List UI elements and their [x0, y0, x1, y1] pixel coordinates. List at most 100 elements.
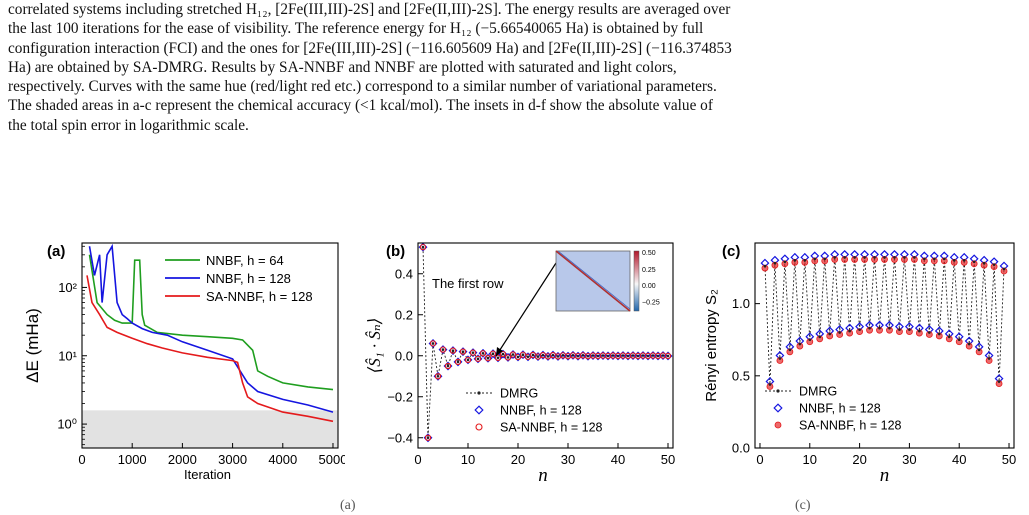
y-tick-label: 10⁰	[57, 417, 77, 432]
dmrg-point	[481, 351, 485, 355]
caption-line: configuration interaction (FCI) and the …	[8, 39, 732, 57]
dmrg-point	[903, 256, 906, 259]
sannbf-point	[484, 355, 492, 362]
caption-line: Ha) are obtained by SA-DMRG. Results by …	[8, 58, 677, 76]
dmrg-point	[616, 354, 620, 358]
y-tick-label: 10¹	[58, 348, 77, 363]
dmrg-point	[451, 349, 455, 352]
sannbf-point	[464, 356, 472, 363]
dmrg-point	[466, 358, 470, 362]
dmrg-point	[581, 354, 585, 357]
dmrg-point	[636, 354, 640, 358]
dmrg-point	[596, 354, 600, 358]
x-tick-label: 40	[611, 452, 625, 467]
dmrg-point	[972, 260, 976, 264]
legend-swatch	[773, 403, 783, 413]
sannbf-point	[479, 350, 487, 357]
chart-panel-c: 0 10 20 30 40 50 0.0 0.5 1.0 n Rényi entropy S₂ (c)…	[703, 242, 1016, 486]
dmrg-point	[937, 332, 941, 336]
legend-swatch	[776, 389, 780, 393]
sannbf-point	[454, 358, 462, 366]
dmrg-point	[788, 348, 792, 352]
caption-line: The shaded areas in a-c represent the ch…	[8, 97, 713, 115]
dmrg-point	[431, 342, 435, 345]
dmrg-point	[611, 354, 615, 357]
legend-label: DMRG	[500, 387, 538, 401]
y-axis-label: ΔE (mHa)	[23, 308, 42, 383]
x-tick-label: 0	[78, 452, 85, 467]
x-tick-label: 1000	[118, 452, 147, 467]
plot-frame	[417, 242, 674, 449]
dmrg-point	[446, 364, 450, 368]
y-axis-label: Rényi entropy S₂	[703, 289, 720, 402]
dmrg-point	[977, 348, 981, 352]
series-line	[88, 243, 334, 413]
chemical-accuracy-band	[82, 410, 338, 448]
x-tick-label: 3000	[218, 452, 247, 467]
x-tick-label: 0	[414, 452, 421, 467]
dmrg-point	[1002, 267, 1006, 271]
dmrg-point	[641, 354, 645, 357]
dmrg-point	[601, 354, 605, 357]
sannbf-point	[489, 350, 497, 357]
dmrg-point	[656, 354, 660, 358]
figure-caption: correlated systems including stretched H…	[8, 0, 1024, 135]
dmrg-point	[928, 331, 931, 334]
x-axis-label: Iteration	[184, 467, 231, 482]
sannbf-point	[664, 352, 672, 360]
legend-swatch	[477, 391, 481, 395]
dmrg-point	[923, 257, 926, 261]
dmrg-point	[982, 261, 986, 265]
sannbf-point	[514, 353, 522, 361]
dmrg-point	[441, 348, 445, 351]
y-tick-label: 0.2	[395, 307, 413, 322]
dmrg-point	[893, 256, 896, 259]
sannbf-point	[519, 351, 527, 358]
series-line	[88, 254, 334, 391]
sannbf-point	[504, 354, 512, 361]
sannbf-point	[459, 348, 467, 355]
x-tick-label: 20	[852, 452, 866, 467]
figure-row: 0 1000 2000 3000 4000 5000 10⁰ 10¹ 10² Iteration Δ…	[0, 228, 1029, 500]
y-axis-label: ⟨Ŝ₁ · Ŝₙ⟩	[365, 318, 384, 374]
dmrg-point	[863, 256, 866, 259]
annotation-text: The first row	[432, 276, 504, 291]
dmrg-point	[848, 329, 851, 333]
dmrg-point	[873, 256, 876, 259]
legend-label: NNBF, h = 128	[799, 402, 881, 416]
sannbf-point	[474, 355, 482, 362]
dmrg-point	[997, 380, 1001, 383]
y-tick-label: 0.0	[395, 348, 413, 363]
dmrg-point	[546, 355, 550, 358]
dmrg-point	[421, 245, 425, 249]
dmrg-point	[576, 354, 580, 358]
x-tick-label: 0	[756, 452, 763, 467]
chart-panel-a: 0 1000 2000 3000 4000 5000 10⁰ 10¹ 10² Iteration Δ…	[23, 242, 345, 482]
dmrg-point	[942, 257, 946, 261]
dmrg-point	[878, 326, 881, 330]
dmrg-point	[541, 353, 545, 357]
dmrg-point	[987, 357, 991, 360]
colorbar-tick-label: 0.50	[642, 250, 656, 257]
panel-label: (a)	[47, 243, 65, 260]
sannbf-point	[434, 373, 442, 380]
dmrg-point	[631, 354, 635, 357]
dmrg-point	[908, 328, 911, 331]
x-tick-label: 30	[902, 452, 916, 467]
y-tick-label: 0.0	[732, 441, 750, 456]
caption-line: the last 100 iterations for the ease of …	[8, 20, 704, 38]
sannbf-point	[509, 351, 517, 358]
dmrg-point	[883, 256, 886, 259]
dmrg-point	[426, 436, 430, 440]
dmrg-point	[506, 356, 510, 359]
dmrg-point	[833, 256, 836, 259]
dmrg-point	[556, 355, 560, 358]
dmrg-point	[898, 328, 901, 331]
dmrg-point	[536, 355, 540, 358]
series-line	[86, 275, 334, 423]
legend-label: SA-NNBF, h = 128	[799, 419, 902, 433]
sannbf-point	[449, 347, 457, 354]
dmrg-point	[526, 355, 530, 359]
dmrg-point	[496, 356, 500, 360]
dmrg-point	[798, 342, 802, 346]
